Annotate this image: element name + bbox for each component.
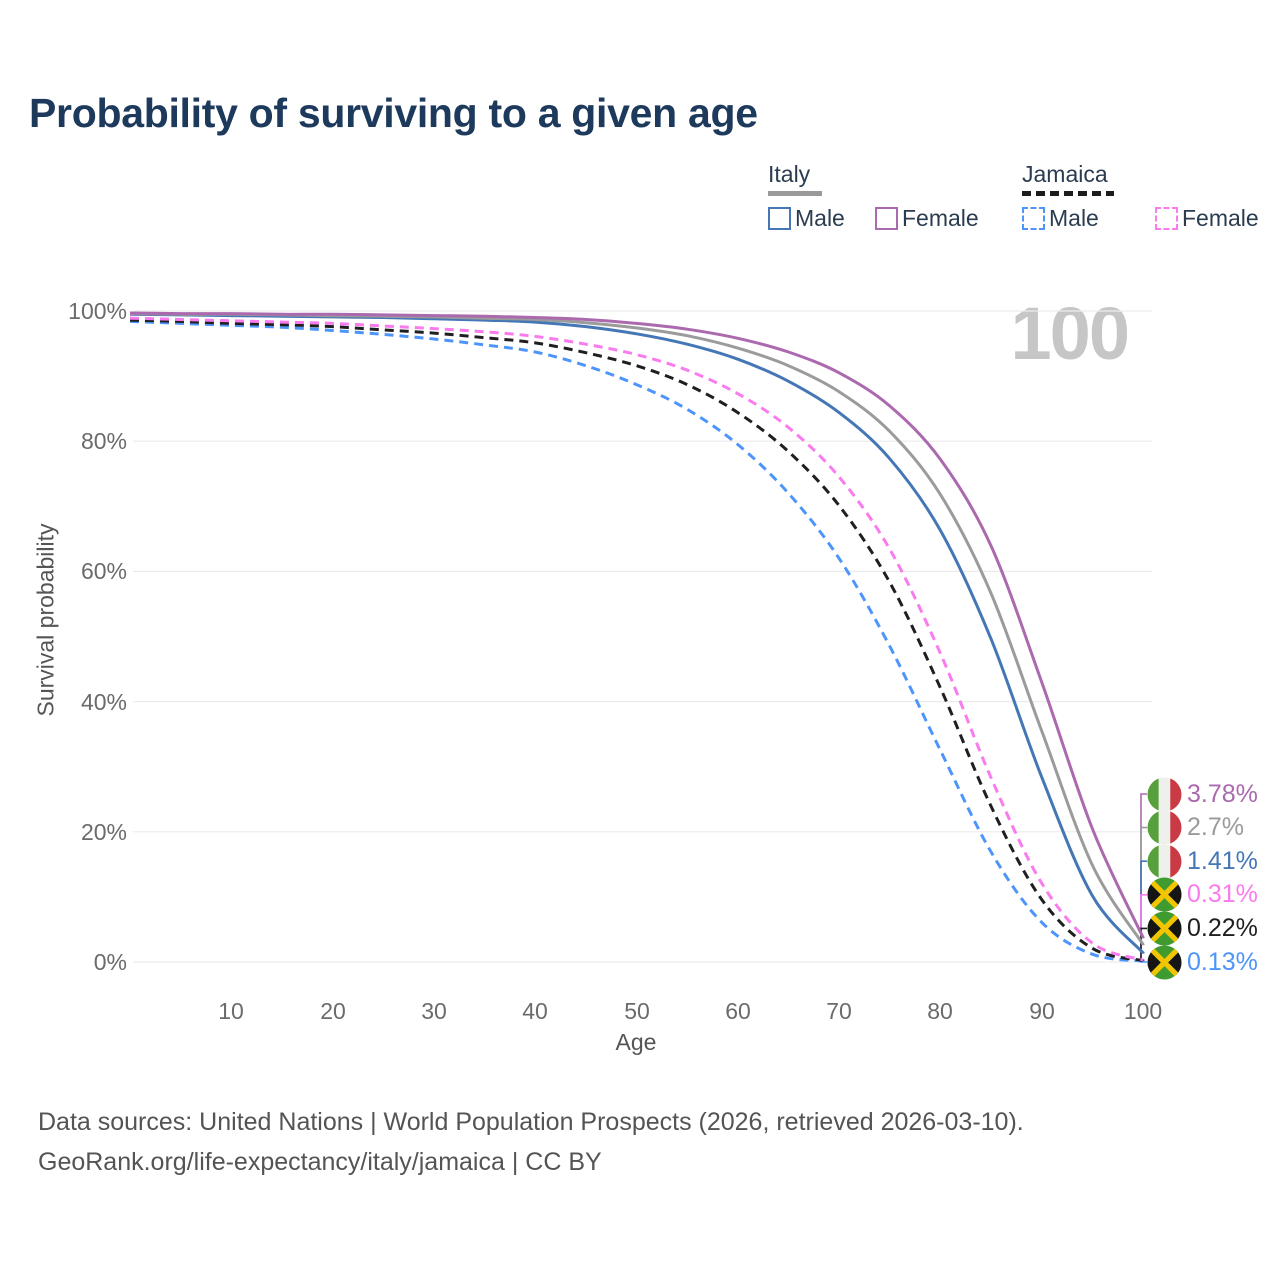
x-tick-30: 30 xyxy=(421,998,447,1024)
italy-flag-icon xyxy=(1147,777,1182,811)
end-label-jamaica-female: 0.31% xyxy=(1147,877,1258,912)
jamaica-female-swatch-icon xyxy=(1155,207,1178,230)
footer-sources: Data sources: United Nations | World Pop… xyxy=(38,1108,1024,1136)
y-tick-40: 40% xyxy=(80,689,127,715)
end-label-value: 0.31% xyxy=(1187,880,1258,909)
end-label-italy-male: 1.41% xyxy=(1147,844,1258,879)
italy-female-swatch-icon xyxy=(875,207,898,230)
jamaica-male-swatch-icon xyxy=(1022,207,1045,230)
legend-jamaica-underline xyxy=(1022,191,1114,196)
jamaica-flag-icon xyxy=(1147,911,1182,946)
legend-italy-underline xyxy=(768,191,822,196)
end-label-value: 2.7% xyxy=(1187,813,1244,842)
end-label-italy: 2.7% xyxy=(1147,810,1244,845)
end-label-jamaica: 0.22% xyxy=(1147,911,1258,946)
x-tick-70: 70 xyxy=(826,998,852,1024)
legend-item-italy-male[interactable]: Male xyxy=(768,205,845,232)
y-tick-60: 60% xyxy=(80,558,127,584)
chart-title: Probability of surviving to a given age xyxy=(29,90,758,136)
x-tick-50: 50 xyxy=(624,998,650,1024)
italy-male-swatch-icon xyxy=(768,207,791,230)
legend-item-label: Male xyxy=(795,205,845,231)
legend-item-jamaica-female[interactable]: Female xyxy=(1155,205,1259,232)
legend-item-label: Female xyxy=(902,205,979,231)
legend-item-label: Female xyxy=(1182,205,1259,231)
legend-item-label: Male xyxy=(1049,205,1099,231)
end-label-value: 3.78% xyxy=(1187,779,1258,808)
italy-female-line xyxy=(129,311,1145,939)
end-label-value: 0.13% xyxy=(1187,947,1258,976)
x-tick-100: 100 xyxy=(1123,998,1163,1024)
end-label-value: 0.22% xyxy=(1187,913,1258,942)
x-tick-60: 60 xyxy=(725,998,751,1024)
x-axis-label: Age xyxy=(615,1029,657,1055)
x-tick-80: 80 xyxy=(927,998,953,1024)
x-tick-20: 20 xyxy=(320,998,346,1024)
italy-flag-icon xyxy=(1147,810,1182,845)
end-label-italy-female: 3.78% xyxy=(1147,777,1258,812)
legend-item-jamaica-male[interactable]: Male xyxy=(1022,205,1099,232)
y-tick-0: 0% xyxy=(93,949,127,975)
y-tick-100: 100% xyxy=(68,298,127,324)
footer-attribution: GeoRank.org/life-expectancy/italy/jamaic… xyxy=(38,1148,602,1176)
jamaica-line xyxy=(129,318,1144,963)
end-label-value: 1.41% xyxy=(1187,846,1258,875)
x-tick-90: 90 xyxy=(1029,998,1055,1024)
hover-age-marker: 100 xyxy=(1010,292,1130,375)
jamaica-flag-icon xyxy=(1147,945,1182,979)
jamaica-male-line xyxy=(129,319,1144,963)
x-tick-10: 10 xyxy=(218,998,244,1024)
legend-group-italy-label: Italy xyxy=(768,161,811,187)
italy-male-line xyxy=(129,312,1145,954)
legend-group-jamaica-label: Jamaica xyxy=(1022,161,1108,187)
y-tick-80: 80% xyxy=(80,428,127,454)
italy-flag-icon xyxy=(1147,844,1182,879)
legend-item-italy-female[interactable]: Female xyxy=(875,205,979,232)
x-tick-40: 40 xyxy=(522,998,548,1024)
jamaica-female-line xyxy=(129,316,1144,962)
end-label-jamaica-male: 0.13% xyxy=(1147,945,1258,980)
jamaica-flag-icon xyxy=(1147,877,1182,912)
y-tick-20: 20% xyxy=(80,819,127,845)
